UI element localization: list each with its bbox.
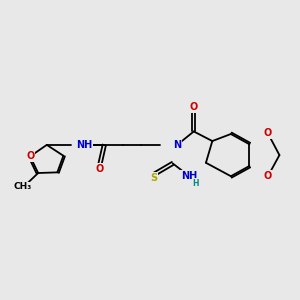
Text: O: O bbox=[96, 164, 104, 173]
Text: O: O bbox=[264, 128, 272, 138]
Text: H: H bbox=[193, 179, 199, 188]
Text: O: O bbox=[264, 171, 272, 181]
Text: S: S bbox=[151, 173, 158, 183]
Text: CH₃: CH₃ bbox=[13, 182, 31, 191]
Text: O: O bbox=[26, 152, 34, 161]
Text: O: O bbox=[190, 102, 198, 112]
Text: NH: NH bbox=[76, 140, 93, 150]
Text: N: N bbox=[173, 140, 181, 150]
Text: NH: NH bbox=[181, 171, 197, 181]
